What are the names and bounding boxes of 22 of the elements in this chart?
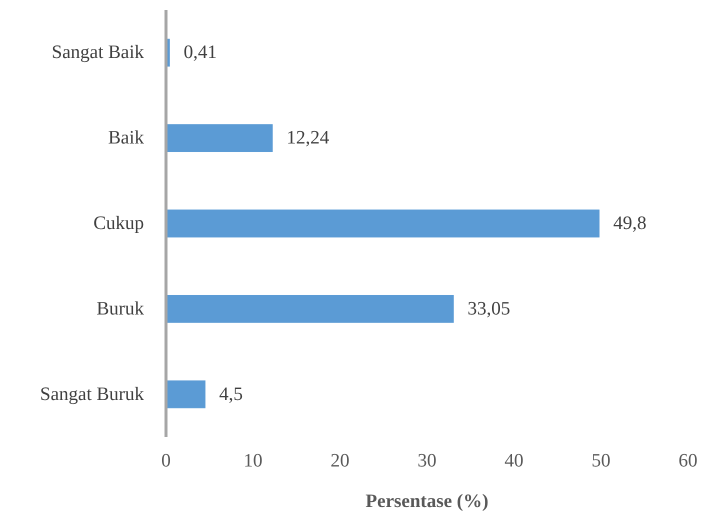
data-label: 49,8 (613, 213, 647, 234)
data-label: 12,24 (286, 128, 330, 149)
bar (166, 294, 454, 323)
y-tick-label: Sangat Baik (52, 42, 144, 64)
bar (166, 210, 600, 238)
x-tick-label: 60 (678, 450, 698, 472)
x-tick-label: 20 (330, 450, 350, 472)
y-tick-label: Baik (108, 128, 144, 149)
y-tick-label: Buruk (96, 298, 144, 320)
data-label: 33,05 (468, 298, 510, 320)
y-tick-label: Cukup (93, 213, 144, 234)
y-tick-label: Sangat Buruk (40, 384, 144, 405)
x-tick-label: 40 (504, 450, 524, 472)
data-label: 0,41 (184, 42, 217, 64)
x-axis-title: Persentase (%) (366, 491, 488, 512)
bar (166, 380, 206, 408)
bar (166, 124, 273, 152)
x-tick-label: 10 (244, 450, 262, 472)
data-label: 4,5 (219, 384, 243, 405)
x-tick-label: 50 (592, 450, 610, 472)
x-tick-label: 0 (161, 450, 171, 472)
x-tick-label: 30 (418, 450, 436, 472)
